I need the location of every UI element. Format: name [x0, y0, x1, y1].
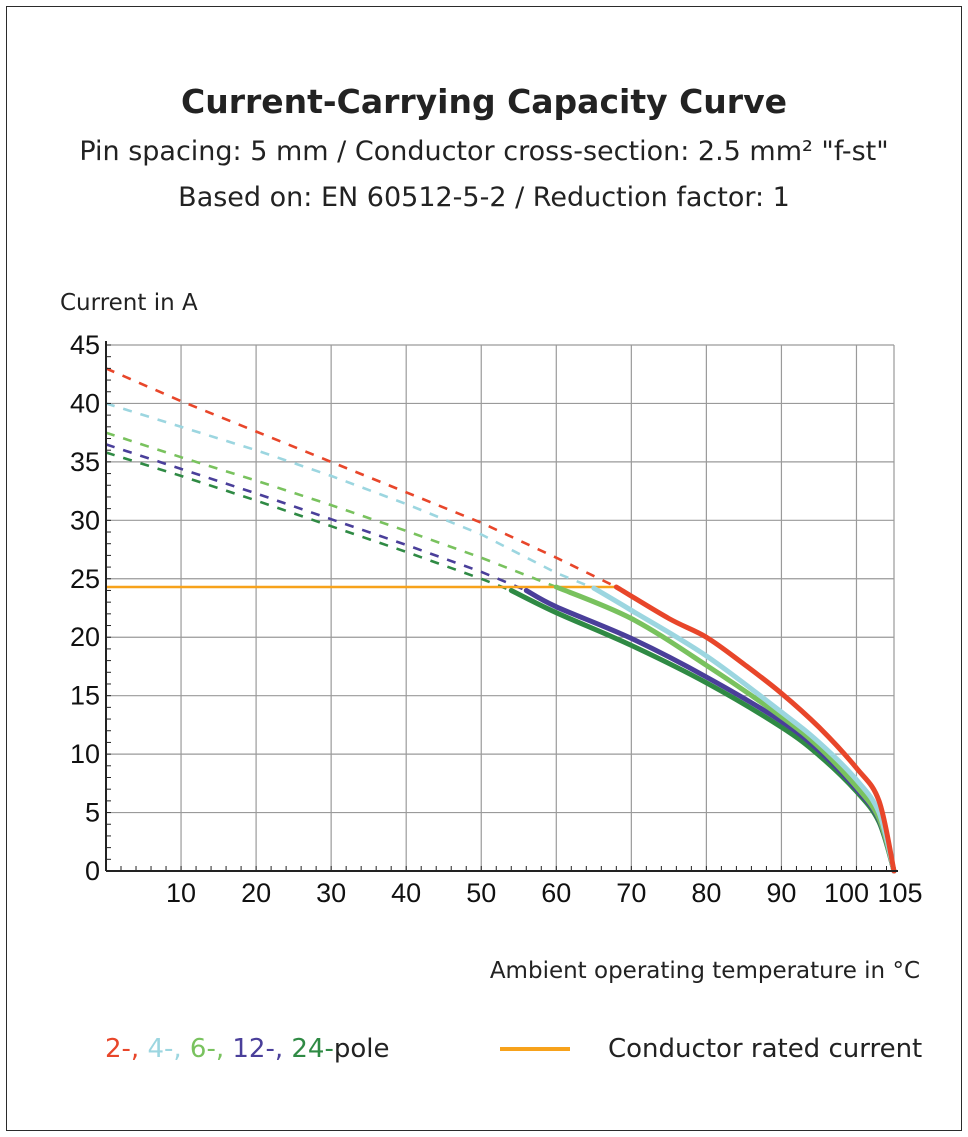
series-6-pole-solid [553, 584, 897, 874]
series-6-pole-dashed [105, 431, 557, 589]
plot-area [106, 345, 894, 871]
legend-rated-current: Conductor rated current [500, 1034, 922, 1064]
y-tick-label-35: 35 [70, 447, 100, 477]
x-tick-label-60: 60 [541, 878, 571, 908]
axes [105, 341, 898, 872]
legend-pole-4: 4-, [147, 1034, 190, 1064]
y-tick-label-15: 15 [70, 681, 100, 711]
series-2-pole-solid [613, 584, 897, 874]
x-tick-label-105: 105 [877, 878, 922, 908]
tick-labels: 10 20 30 40 50 60 70 80 90 100 105 0 5 10 15 20 25 30 35 40… [70, 330, 923, 908]
y-tick-label-30: 30 [70, 505, 100, 535]
chart-title: Current-Carrying Capacity Curve [181, 82, 787, 121]
legend-pole-6: 6-, [189, 1034, 233, 1064]
series-2-pole-dashed [105, 367, 617, 589]
y-tick-label-20: 20 [70, 622, 100, 652]
solid-series-group [508, 584, 897, 874]
series-24-pole-dashed [105, 451, 512, 592]
y-tick-label-0: 0 [85, 856, 100, 886]
series-4-pole-dashed [105, 402, 595, 590]
legend-rated-line [500, 1047, 570, 1051]
y-axis-label: Current in A [60, 290, 198, 316]
legend-pole-12: 12-, [232, 1034, 292, 1064]
chart-subtitle-1: Pin spacing: 5 mm / Conductor cross-sect… [79, 136, 889, 167]
legend-pole-24: 24- [291, 1034, 334, 1064]
x-tick-label-10: 10 [166, 878, 196, 908]
x-tick-label-40: 40 [391, 878, 421, 908]
chart-subtitle-2: Based on: EN 60512-5-2 / Reduction facto… [178, 182, 790, 213]
legend-rated-label: Conductor rated current [608, 1034, 923, 1064]
x-tick-label-20: 20 [241, 878, 271, 908]
x-tick-label-30: 30 [316, 878, 346, 908]
grid [106, 344, 895, 871]
y-tick-label-5: 5 [85, 798, 100, 828]
y-tick-label-45: 45 [70, 330, 100, 360]
legend-poles: 2-, 4-, 6-, 12-, 24-pole [105, 1034, 389, 1064]
x-axis-label: Ambient operating temperature in °C [490, 958, 920, 984]
x-tick-label-50: 50 [466, 878, 496, 908]
dashed-series-group [105, 367, 617, 592]
x-tick-label-90: 90 [766, 878, 796, 908]
series-4-pole-solid [591, 585, 897, 874]
x-tick-label-80: 80 [691, 878, 721, 908]
x-tick-label-100: 100 [824, 878, 869, 908]
series-12-pole-dashed [105, 443, 527, 592]
chart-plot: 10 20 30 40 50 60 70 80 90 100 105 0 5 10 15 20 25 30 35 40… [60, 290, 923, 984]
y-tick-label-40: 40 [70, 388, 100, 418]
legend-pole-2: 2-, [105, 1034, 148, 1064]
y-tick-label-25: 25 [70, 564, 100, 594]
y-tick-label-10: 10 [70, 739, 100, 769]
x-tick-label-70: 70 [616, 878, 646, 908]
legend-pole-suffix: pole [333, 1034, 390, 1064]
